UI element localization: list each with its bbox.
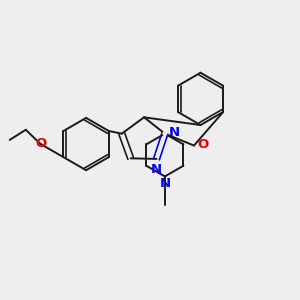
Text: N: N [168,126,180,139]
Circle shape [163,132,167,135]
Text: O: O [35,137,46,150]
Text: N: N [151,163,162,176]
Text: N: N [159,177,170,190]
Text: O: O [198,138,209,152]
